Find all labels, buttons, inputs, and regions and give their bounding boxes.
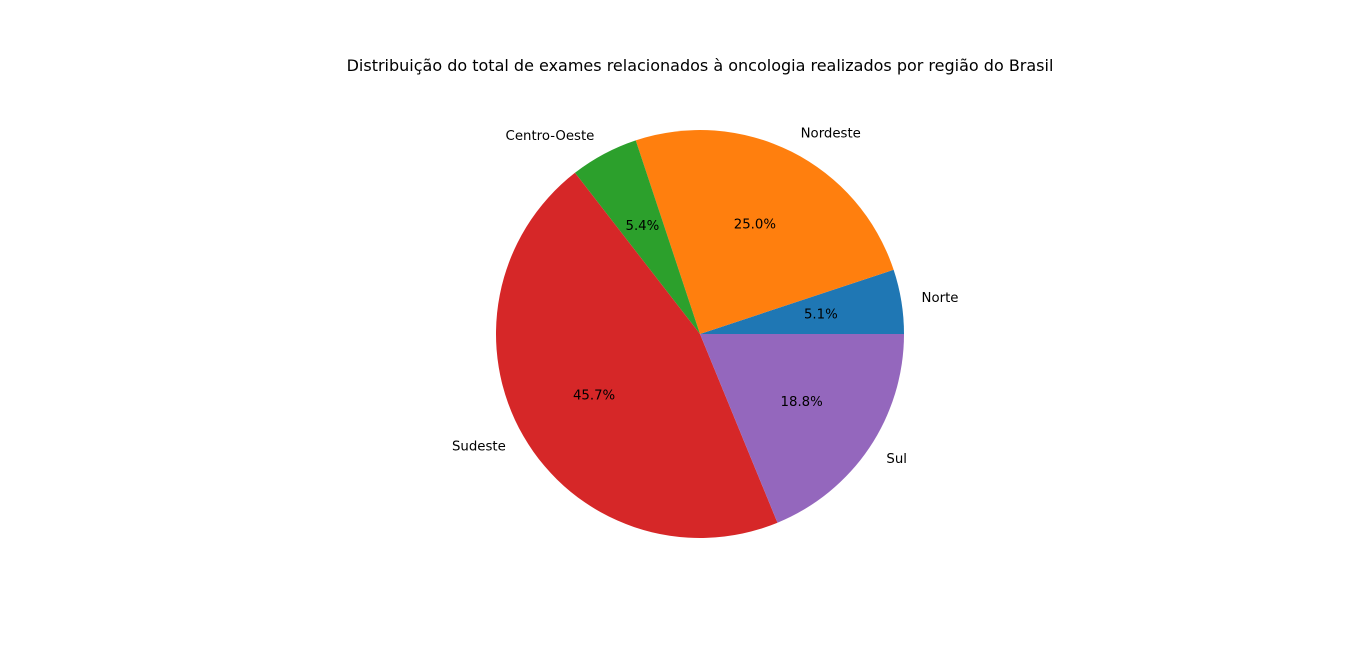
slice-label-centro-oeste: Centro-Oeste — [506, 129, 595, 144]
chart-title: Distribuição do total de exames relacion… — [347, 56, 1054, 75]
pie-slice-sul — [700, 334, 904, 523]
slice-label-nordeste: Nordeste — [801, 126, 861, 141]
pie-slice-norte — [700, 269, 904, 334]
pie-labels: Norte 5.1% Nordeste 25.0% Centro-Oeste 5.4% Su… — [452, 126, 959, 467]
slice-label-sudeste: Sudeste — [452, 439, 506, 454]
percent-label-centro-oeste: 5.4% — [625, 219, 659, 234]
percent-label-norte: 5.1% — [804, 307, 838, 322]
slice-label-sul: Sul — [886, 452, 907, 467]
pie-slice-sudeste — [496, 172, 778, 538]
pie-slice-centro-oeste — [574, 140, 700, 334]
percent-label-sul: 18.8% — [781, 395, 823, 410]
pie-slices — [496, 129, 904, 538]
percent-label-nordeste: 25.0% — [734, 218, 776, 233]
percent-label-sudeste: 45.7% — [573, 388, 615, 403]
pie-slice-nordeste — [635, 129, 894, 334]
slice-label-norte: Norte — [922, 291, 959, 306]
